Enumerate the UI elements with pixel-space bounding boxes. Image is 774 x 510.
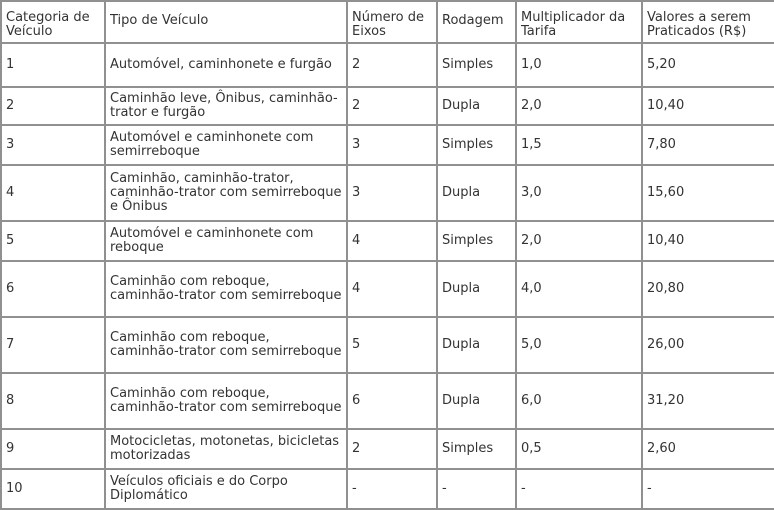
cell-categoria: 4	[0, 164, 106, 222]
cell-rodagem: Dupla	[436, 86, 517, 126]
cell-tipo: Caminhão, caminhão-trator, caminhão-trat…	[104, 164, 348, 222]
cell-rodagem: Simples	[436, 428, 517, 470]
cell-eixos: 3	[346, 164, 438, 222]
cell-rodagem: Dupla	[436, 260, 517, 318]
header-valores: Valores a serem Praticados (R$)	[641, 0, 774, 44]
table-row: 4 Caminhão, caminhão-trator, caminhão-tra…	[0, 164, 774, 222]
cell-tipo: Automóvel e caminhonete com reboque	[104, 220, 348, 262]
table-row: 2 Caminhão leve, Ônibus, caminhão-trator …	[0, 86, 774, 126]
cell-eixos: 3	[346, 124, 438, 166]
cell-categoria: 8	[0, 372, 106, 430]
cell-valor: 10,40	[641, 86, 774, 126]
table-row: 9 Motocicletas, motonetas, bicicletas mot…	[0, 428, 774, 470]
cell-tipo: Automóvel, caminhonete e furgão	[104, 42, 348, 88]
cell-tipo: Veículos oficiais e do Corpo Diplomático	[104, 468, 348, 510]
header-multiplicador: Multiplicador da Tarifa	[515, 0, 643, 44]
cell-eixos: 2	[346, 42, 438, 88]
cell-categoria: 9	[0, 428, 106, 470]
cell-valor: 15,60	[641, 164, 774, 222]
cell-tipo: Caminhão com reboque, caminhão-trator co…	[104, 372, 348, 430]
header-row: Categoria de Veículo Tipo de Veículo Núm…	[0, 0, 774, 44]
cell-categoria: 2	[0, 86, 106, 126]
header-rodagem: Rodagem	[436, 0, 517, 44]
cell-rodagem: Simples	[436, 42, 517, 88]
cell-eixos: 2	[346, 428, 438, 470]
cell-tipo: Motocicletas, motonetas, bicicletas moto…	[104, 428, 348, 470]
table-row: 1 Automóvel, caminhonete e furgão 2 Simples…	[0, 42, 774, 88]
cell-valor: 20,80	[641, 260, 774, 318]
table-row: 10 Veículos oficiais e do Corpo Diplomáti…	[0, 468, 774, 510]
cell-eixos: 2	[346, 86, 438, 126]
cell-eixos: -	[346, 468, 438, 510]
cell-tipo: Caminhão com reboque, caminhão-trator co…	[104, 260, 348, 318]
cell-eixos: 5	[346, 316, 438, 374]
cell-tipo: Caminhão com reboque, caminhão-trator co…	[104, 316, 348, 374]
cell-rodagem: Dupla	[436, 316, 517, 374]
cell-multiplicador: 3,0	[515, 164, 643, 222]
cell-rodagem: Dupla	[436, 164, 517, 222]
cell-valor: 2,60	[641, 428, 774, 470]
cell-eixos: 4	[346, 220, 438, 262]
table-row: 5 Automóvel e caminhonete com reboque 4 Sim…	[0, 220, 774, 262]
cell-multiplicador: 1,0	[515, 42, 643, 88]
cell-eixos: 6	[346, 372, 438, 430]
cell-valor: 7,80	[641, 124, 774, 166]
cell-multiplicador: 1,5	[515, 124, 643, 166]
cell-eixos: 4	[346, 260, 438, 318]
header-categoria: Categoria de Veículo	[0, 0, 106, 44]
cell-multiplicador: 6,0	[515, 372, 643, 430]
table-row: 7 Caminhão com reboque, caminhão-trator c…	[0, 316, 774, 374]
cell-categoria: 1	[0, 42, 106, 88]
table-row: 6 Caminhão com reboque, caminhão-trator c…	[0, 260, 774, 318]
cell-multiplicador: 2,0	[515, 220, 643, 262]
cell-multiplicador: 5,0	[515, 316, 643, 374]
cell-multiplicador: 2,0	[515, 86, 643, 126]
cell-valor: 10,40	[641, 220, 774, 262]
table-row: 3 Automóvel e caminhonete com semirreboqu…	[0, 124, 774, 166]
cell-valor: 26,00	[641, 316, 774, 374]
header-eixos: Número de Eixos	[346, 0, 438, 44]
cell-rodagem: -	[436, 468, 517, 510]
cell-rodagem: Simples	[436, 220, 517, 262]
cell-categoria: 6	[0, 260, 106, 318]
cell-rodagem: Dupla	[436, 372, 517, 430]
cell-valor: -	[641, 468, 774, 510]
header-tipo: Tipo de Veículo	[104, 0, 348, 44]
cell-multiplicador: 4,0	[515, 260, 643, 318]
cell-rodagem: Simples	[436, 124, 517, 166]
cell-multiplicador: -	[515, 468, 643, 510]
cell-tipo: Caminhão leve, Ônibus, caminhão-trator e…	[104, 86, 348, 126]
cell-categoria: 3	[0, 124, 106, 166]
cell-valor: 5,20	[641, 42, 774, 88]
table-row: 8 Caminhão com reboque, caminhão-trator c…	[0, 372, 774, 430]
cell-categoria: 10	[0, 468, 106, 510]
cell-categoria: 5	[0, 220, 106, 262]
cell-categoria: 7	[0, 316, 106, 374]
cell-multiplicador: 0,5	[515, 428, 643, 470]
cell-tipo: Automóvel e caminhonete com semirreboque	[104, 124, 348, 166]
cell-valor: 31,20	[641, 372, 774, 430]
